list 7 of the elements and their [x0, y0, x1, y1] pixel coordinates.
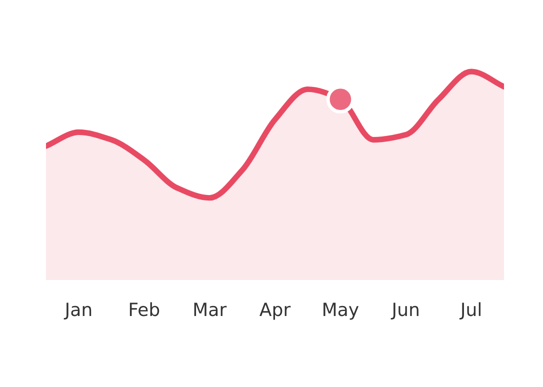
x-tick-label: Feb — [130, 302, 160, 316]
x-tick-label: Jan — [64, 302, 92, 320]
x-tick-label: Apr — [260, 302, 291, 320]
x-tick-label: Mar — [194, 302, 227, 316]
x-tick-label: Jul — [459, 302, 480, 320]
x-tick-label: May — [324, 302, 359, 320]
x-tick-label: Jun — [390, 302, 418, 320]
